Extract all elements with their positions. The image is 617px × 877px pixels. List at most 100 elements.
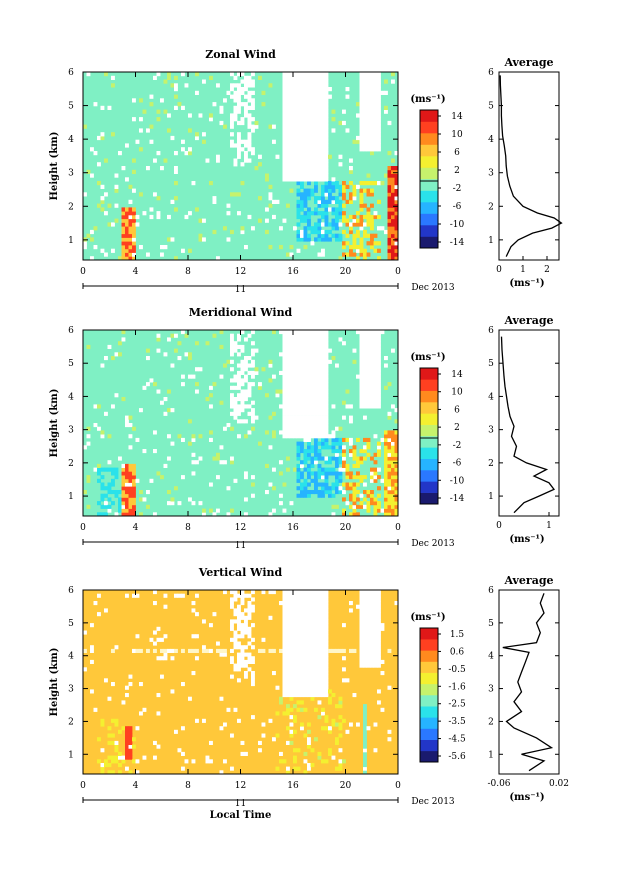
heatmap-cell [100, 763, 105, 768]
heatmap-cell [289, 648, 294, 653]
heatmap-cell [317, 135, 322, 141]
heatmap-cell [356, 330, 360, 335]
heatmap-cell [128, 415, 133, 420]
heatmap-cell [352, 252, 357, 257]
heatmap-cell [240, 370, 245, 375]
heatmap-cell [338, 256, 343, 261]
heatmap-cell [205, 158, 210, 163]
heatmap-cell [282, 693, 287, 698]
heatmap-cell [289, 590, 294, 595]
heatmap-cell [321, 663, 325, 668]
heatmap-cell [307, 83, 311, 88]
heatmap-cell [387, 497, 392, 502]
heatmap-cell [289, 105, 294, 110]
heatmap-cell [366, 648, 371, 653]
heatmap-cell [335, 426, 339, 431]
average-y-tick-label: 4 [488, 135, 494, 145]
heatmap-cell [324, 359, 329, 364]
heatmap-cell [240, 367, 245, 372]
heatmap-cell [317, 615, 322, 620]
heatmap-cell [359, 241, 364, 246]
heatmap-cell [258, 382, 262, 387]
heatmap-cell [156, 626, 161, 631]
heatmap-cell [310, 337, 315, 342]
heatmap-cell [272, 434, 276, 439]
heatmap-cell [366, 619, 371, 624]
heatmap-cell [233, 597, 238, 602]
heatmap-cell [293, 667, 297, 672]
heatmap-cell [303, 385, 308, 390]
heatmap-cell [244, 102, 248, 107]
heatmap-cell [391, 256, 395, 261]
heatmap-cell [107, 203, 112, 208]
heatmap-cell [188, 151, 192, 156]
heatmap-cell [293, 87, 297, 92]
heatmap-cell [366, 94, 371, 99]
heatmap-cell [307, 430, 311, 435]
heatmap-cell [286, 667, 290, 672]
heatmap-cell [174, 256, 178, 261]
heatmap-cell [107, 755, 112, 760]
heatmap-cell [373, 452, 378, 457]
heatmap-cell [251, 226, 255, 231]
heatmap-cell [387, 218, 392, 223]
heatmap-cell [93, 707, 98, 712]
heatmap-cell [338, 715, 343, 720]
heatmap-cell [247, 604, 252, 609]
heatmap-cell [230, 400, 234, 405]
heatmap-cell [296, 645, 301, 650]
heatmap-cell [317, 626, 322, 631]
heatmap-cell [310, 634, 315, 639]
heatmap-cell [286, 102, 290, 107]
heatmap-cell [373, 608, 378, 613]
heatmap-cell [314, 652, 318, 657]
heatmap-cell [352, 445, 357, 450]
heatmap-cell [261, 90, 266, 95]
heatmap-cell [303, 667, 308, 672]
heatmap-cell [198, 456, 203, 461]
heatmap-cell [373, 389, 378, 394]
heatmap-cell [289, 689, 294, 694]
heatmap-cell [296, 98, 301, 103]
heatmap-cell [219, 400, 224, 405]
heatmap-cell [328, 700, 332, 705]
heatmap-cell [342, 456, 346, 461]
heatmap-cell [230, 229, 234, 235]
heatmap-cell [370, 652, 374, 657]
heatmap-cell [349, 181, 353, 186]
heatmap-cell [303, 434, 308, 439]
heatmap-cell [86, 426, 91, 431]
heatmap-cell [282, 75, 287, 80]
heatmap-cell [125, 177, 129, 182]
heatmap-cell [342, 181, 346, 186]
heatmap-cell [363, 188, 367, 193]
heatmap-cell [272, 214, 276, 220]
heatmap-cell [212, 102, 217, 107]
heatmap-cell [314, 181, 318, 186]
heatmap-cell [387, 222, 392, 227]
heatmap-cell [359, 385, 364, 390]
heatmap-cell [296, 615, 301, 620]
heatmap-cell [384, 445, 388, 450]
heatmap-cell [359, 248, 364, 253]
heatmap-cell [370, 117, 374, 122]
heatmap-cell [132, 226, 136, 231]
heatmap-cell [321, 656, 325, 661]
heatmap-cell [237, 352, 241, 357]
heatmap-cell [163, 79, 168, 84]
heatmap-cell [331, 207, 336, 212]
heatmap-cell [310, 367, 315, 372]
heatmap-cell [286, 408, 290, 413]
heatmap-cell [209, 508, 213, 513]
heatmap-cell [373, 139, 378, 144]
heatmap-cell [384, 504, 388, 509]
heatmap-cell [282, 352, 287, 357]
heatmap-cell [181, 105, 185, 110]
heatmap-cell [247, 356, 252, 361]
heatmap-cell [307, 166, 311, 171]
heatmap-cell [307, 128, 311, 133]
heatmap-cell [359, 341, 364, 346]
heatmap-cell [303, 203, 308, 208]
heatmap-cell [324, 626, 329, 631]
heatmap-cell [356, 471, 360, 476]
